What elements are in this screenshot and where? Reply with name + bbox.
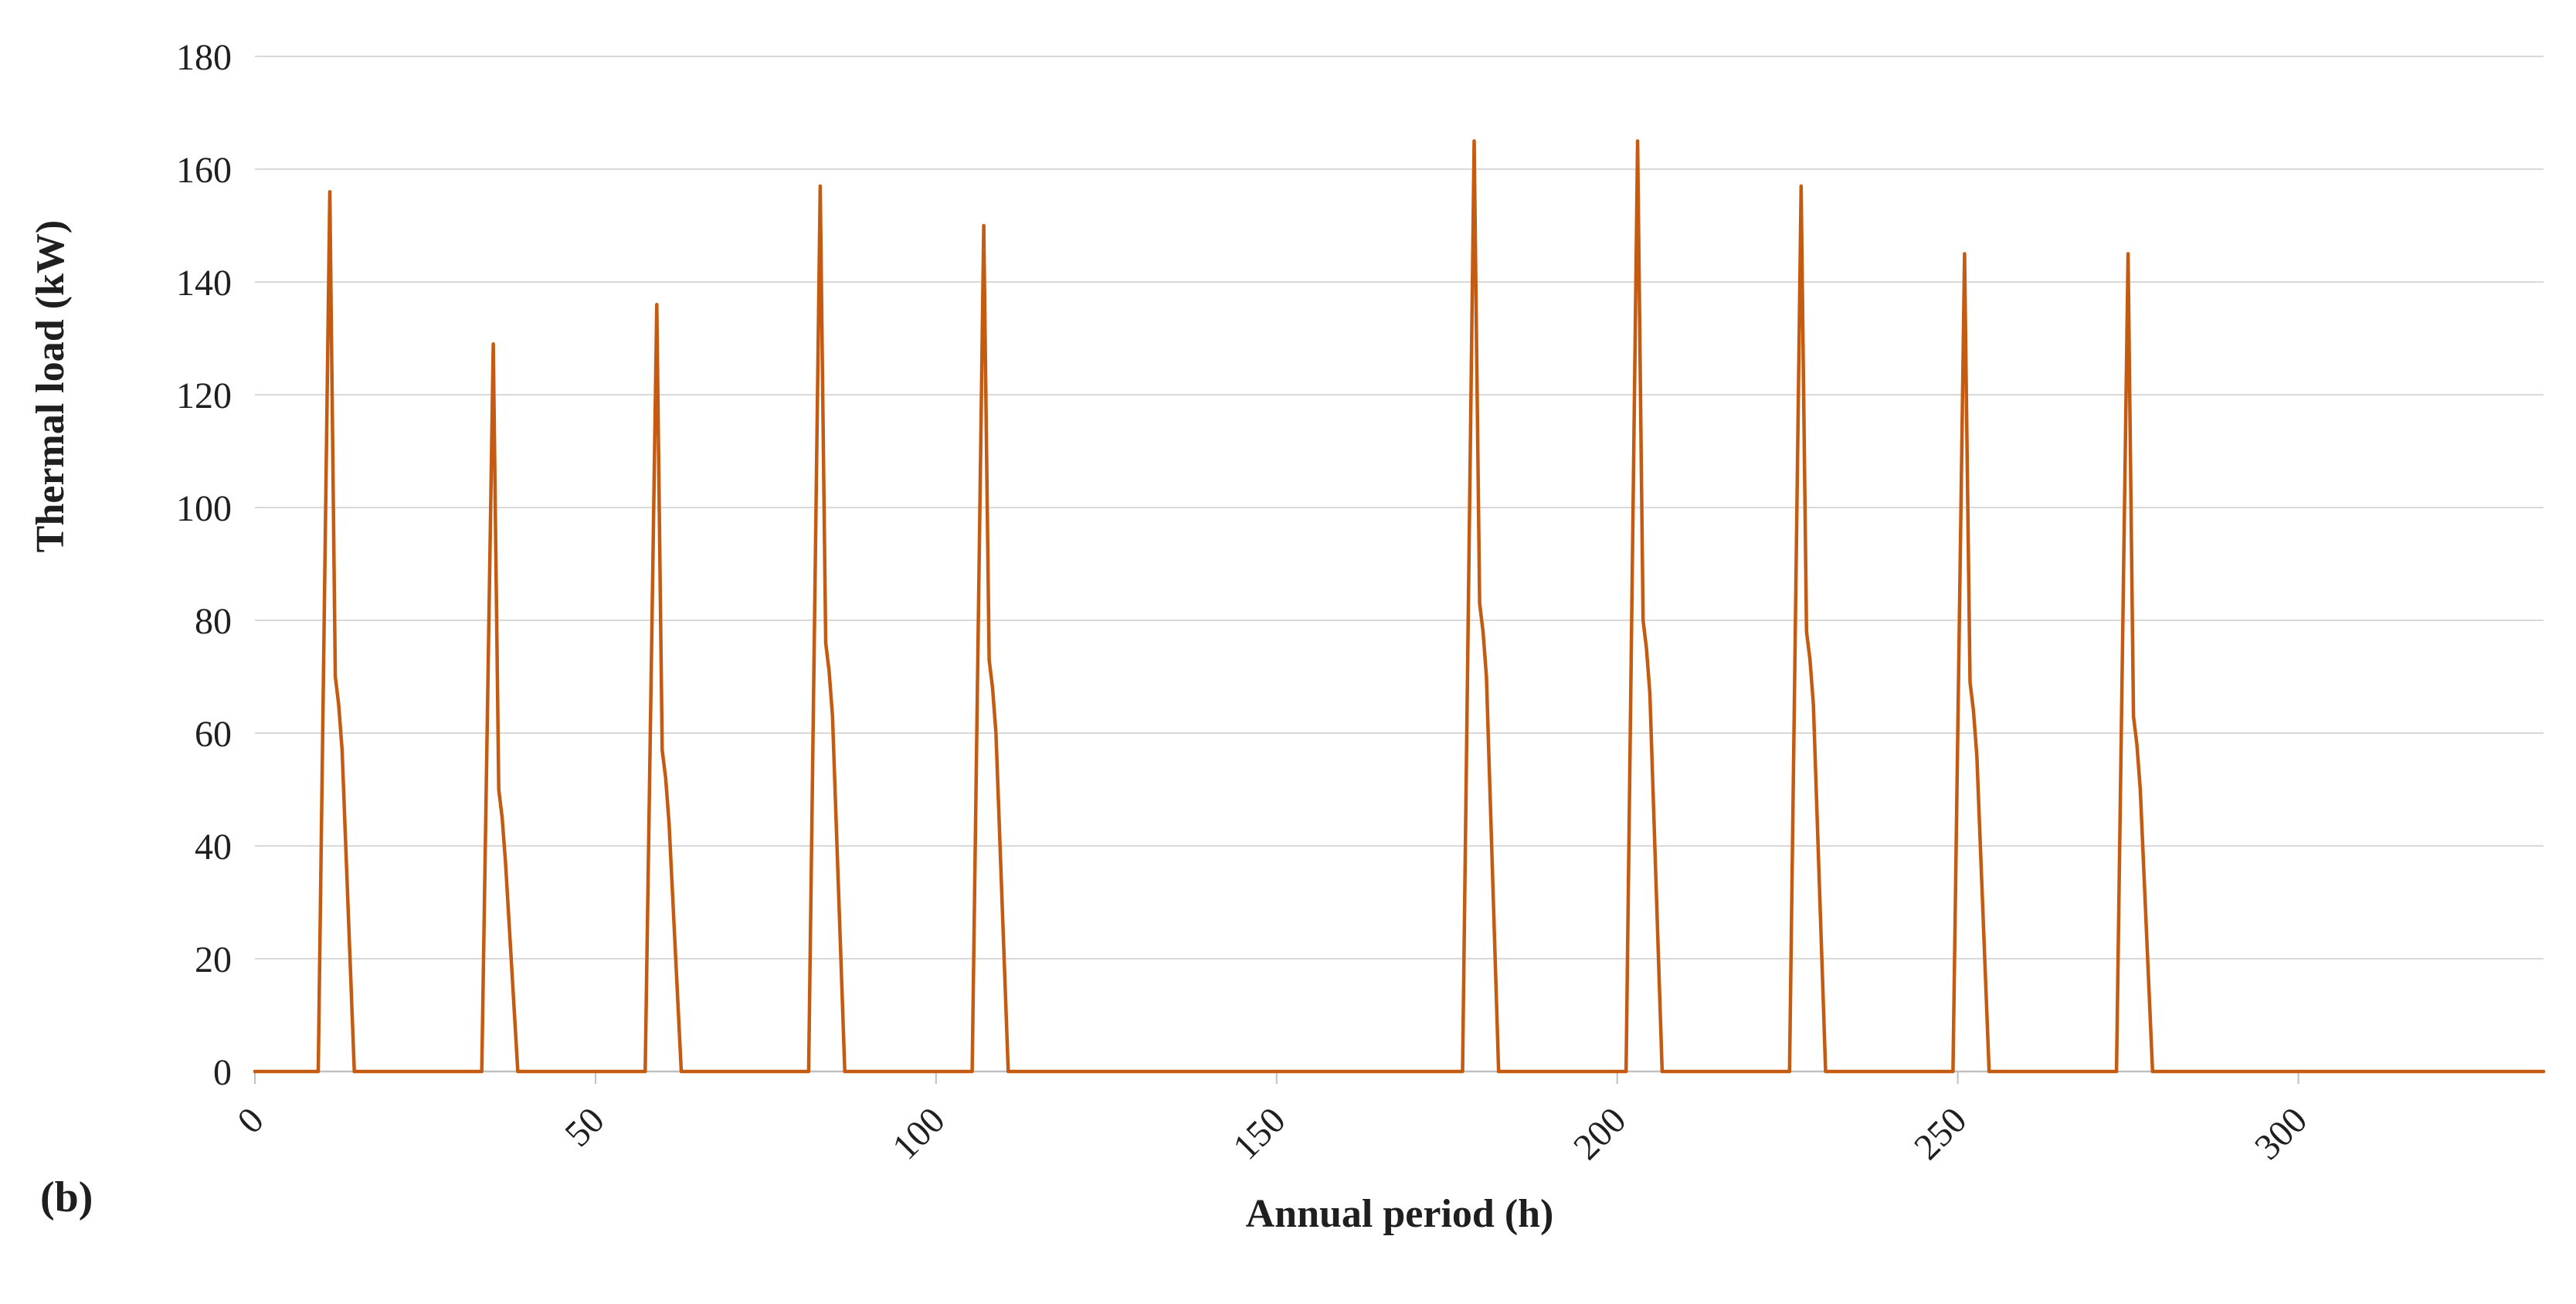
x-tick-label: 200	[1566, 1099, 1634, 1167]
x-tick-label: 300	[2247, 1099, 2315, 1167]
y-tick-label: 60	[195, 714, 232, 755]
x-tick-label: 250	[1906, 1099, 1974, 1167]
y-tick-label: 180	[176, 37, 232, 78]
x-axis-title: Annual period (h)	[1246, 1192, 1554, 1236]
y-tick-label: 140	[176, 263, 232, 304]
y-axis-title: Thermal load (kW)	[29, 220, 73, 552]
x-axis-tick-labels: 0 50 100 150 200 250 300	[229, 1099, 2315, 1167]
y-tick-label: 120	[176, 375, 232, 416]
y-tick-label: 160	[176, 150, 232, 191]
y-tick-label: 100	[176, 488, 232, 529]
x-tick-label: 0	[229, 1099, 271, 1141]
y-tick-label: 40	[195, 827, 232, 868]
thermal-load-line	[253, 139, 2546, 1074]
y-axis-tick-labels: 0 20 40 60 80 100 120 140 160 180	[176, 37, 232, 1093]
x-tick-label: 50	[557, 1099, 612, 1154]
x-axis-tick-marks	[254, 1071, 2299, 1084]
y-tick-label: 20	[195, 939, 232, 980]
y-tick-label: 0	[213, 1052, 232, 1093]
x-tick-label: 150	[1225, 1099, 1293, 1167]
y-tick-label: 80	[195, 601, 232, 642]
horizontal-gridlines	[255, 56, 2544, 1073]
figure-panel-label: (b)	[40, 1173, 93, 1221]
x-tick-label: 100	[884, 1099, 952, 1167]
